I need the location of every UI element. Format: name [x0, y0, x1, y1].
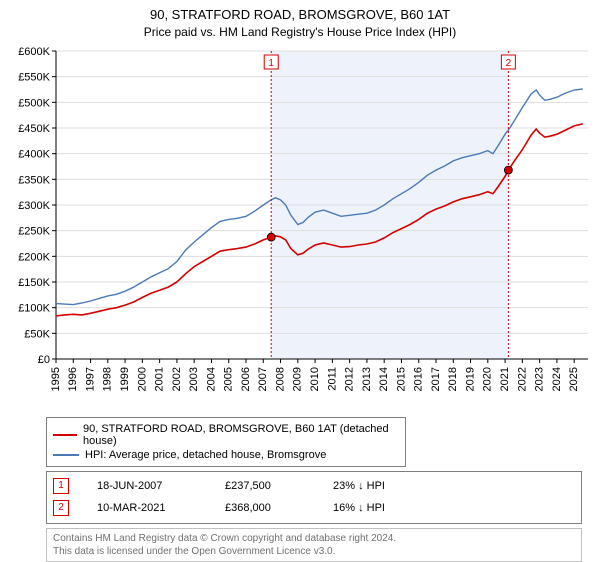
svg-text:2025: 2025	[568, 367, 580, 391]
svg-text:2006: 2006	[240, 367, 252, 391]
event-price-2: £368,000	[225, 502, 305, 514]
legend: 90, STRATFORD ROAD, BROMSGROVE, B60 1AT …	[46, 417, 406, 467]
svg-text:2007: 2007	[257, 367, 269, 391]
svg-text:£500K: £500K	[18, 97, 50, 109]
svg-text:£450K: £450K	[18, 123, 50, 135]
svg-text:2002: 2002	[171, 367, 183, 391]
svg-text:£150K: £150K	[18, 277, 50, 289]
legend-swatch-2	[53, 454, 79, 456]
svg-text:2003: 2003	[188, 367, 200, 391]
svg-text:£300K: £300K	[18, 200, 50, 212]
legend-row-series-2: HPI: Average price, detached house, Brom…	[53, 448, 399, 462]
attribution-line-2: This data is licensed under the Open Gov…	[53, 545, 575, 558]
svg-text:£0: £0	[38, 354, 50, 366]
svg-text:2020: 2020	[482, 367, 494, 391]
attribution-line-1: Contains HM Land Registry data © Crown c…	[53, 532, 575, 545]
svg-text:2011: 2011	[326, 367, 338, 391]
chart-subtitle: Price paid vs. HM Land Registry's House …	[0, 24, 600, 43]
svg-text:2019: 2019	[464, 367, 476, 391]
event-date-1: 18-JUN-2007	[97, 480, 197, 492]
svg-text:2015: 2015	[395, 367, 407, 391]
chart-area: £0 £50K £100K £150K £200K £250K £300K £350K £400…	[0, 43, 600, 411]
svg-text:£100K: £100K	[18, 302, 50, 314]
svg-text:1998: 1998	[102, 367, 114, 391]
svg-text:2008: 2008	[274, 367, 286, 391]
svg-text:2024: 2024	[551, 367, 563, 391]
attribution: Contains HM Land Registry data © Crown c…	[46, 528, 582, 562]
legend-row-series-1: 90, STRATFORD ROAD, BROMSGROVE, B60 1AT …	[53, 422, 399, 448]
svg-text:2014: 2014	[378, 367, 390, 391]
event-price-1: £237,500	[225, 480, 305, 492]
svg-text:1997: 1997	[84, 367, 96, 391]
svg-text:2012: 2012	[344, 367, 356, 391]
legend-label-1: 90, STRATFORD ROAD, BROMSGROVE, B60 1AT …	[83, 423, 399, 447]
svg-text:2009: 2009	[292, 367, 304, 391]
svg-text:2: 2	[506, 58, 512, 69]
events-table: 1 18-JUN-2007 £237,500 23% ↓ HPI 2 10-MA…	[46, 471, 582, 524]
svg-text:2004: 2004	[205, 367, 217, 391]
event-badge-1: 1	[53, 478, 69, 494]
svg-text:2016: 2016	[413, 367, 425, 391]
event-rel-1: 23% ↓ HPI	[333, 480, 433, 492]
svg-text:£600K: £600K	[18, 46, 50, 58]
event-badge-2: 2	[53, 500, 69, 516]
svg-text:1999: 1999	[119, 367, 131, 391]
svg-text:£550K: £550K	[18, 71, 50, 83]
legend-swatch-1	[53, 434, 77, 436]
chart-title: 90, STRATFORD ROAD, BROMSGROVE, B60 1AT	[0, 0, 600, 24]
svg-text:2021: 2021	[499, 367, 511, 391]
svg-text:2013: 2013	[361, 367, 373, 391]
svg-text:1: 1	[268, 58, 274, 69]
svg-text:£250K: £250K	[18, 225, 50, 237]
event-row-2: 2 10-MAR-2021 £368,000 16% ↓ HPI	[53, 497, 575, 519]
svg-text:£400K: £400K	[18, 148, 50, 160]
svg-text:2017: 2017	[430, 367, 442, 391]
svg-text:£200K: £200K	[18, 251, 50, 263]
svg-text:2023: 2023	[534, 367, 546, 391]
svg-text:2010: 2010	[309, 367, 321, 391]
svg-text:£350K: £350K	[18, 174, 50, 186]
event-rel-2: 16% ↓ HPI	[333, 502, 433, 514]
legend-label-2: HPI: Average price, detached house, Brom…	[85, 449, 326, 461]
event-row-1: 1 18-JUN-2007 £237,500 23% ↓ HPI	[53, 475, 575, 497]
svg-text:1995: 1995	[50, 367, 62, 391]
svg-text:2005: 2005	[223, 367, 235, 391]
svg-text:2000: 2000	[136, 367, 148, 391]
event-date-2: 10-MAR-2021	[97, 502, 197, 514]
svg-text:1996: 1996	[67, 367, 79, 391]
svg-text:2001: 2001	[154, 367, 166, 391]
svg-text:2022: 2022	[516, 367, 528, 391]
svg-text:2018: 2018	[447, 367, 459, 391]
chart-svg: £0 £50K £100K £150K £200K £250K £300K £350K £400…	[0, 43, 600, 411]
svg-text:£50K: £50K	[24, 328, 50, 340]
